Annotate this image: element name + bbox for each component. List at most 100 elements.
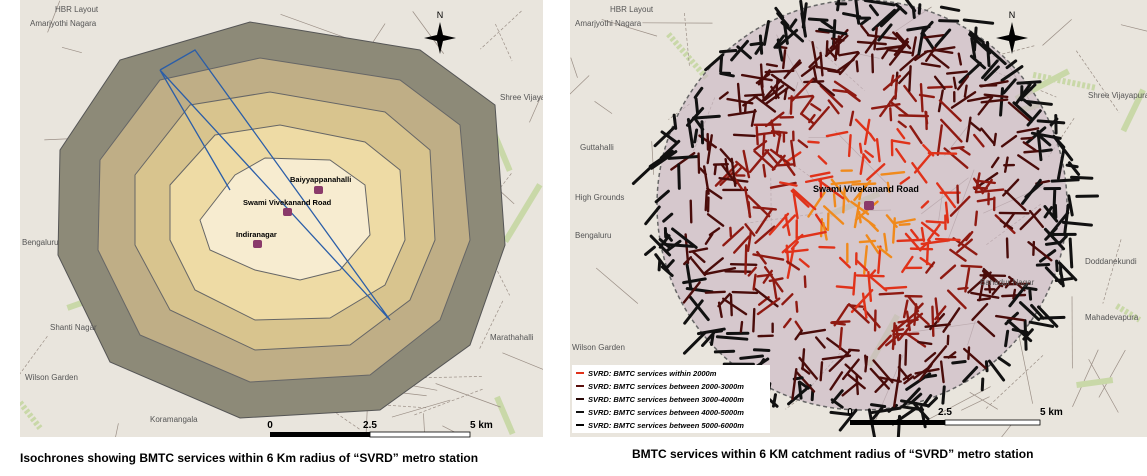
bus-route	[682, 277, 707, 285]
bus-route	[929, 52, 950, 69]
bus-route	[836, 58, 855, 72]
bus-route	[715, 335, 749, 341]
bus-route	[1067, 161, 1081, 176]
place-label: Amarjyothi Nagara	[575, 19, 642, 28]
bus-route	[974, 188, 1005, 194]
bus-route	[672, 113, 678, 130]
street	[20, 336, 48, 375]
bus-route	[958, 146, 971, 156]
bus-route	[732, 133, 756, 138]
station-icon	[864, 201, 874, 210]
north-arrow: N	[424, 10, 456, 54]
bus-route	[977, 95, 994, 116]
bus-route	[907, 295, 920, 310]
bus-route	[763, 84, 785, 101]
bus-route	[1003, 156, 1009, 173]
bus-route	[934, 28, 952, 48]
bus-route	[667, 155, 700, 160]
bus-route	[682, 281, 701, 304]
bus-route	[792, 193, 799, 220]
bus-route	[690, 258, 707, 277]
street	[570, 75, 590, 95]
bus-route	[797, 139, 809, 149]
street	[1042, 19, 1072, 46]
street	[969, 392, 998, 410]
bus-route	[922, 143, 935, 157]
bus-route	[791, 367, 798, 401]
bus-route	[905, 312, 924, 328]
bus-route	[1020, 136, 1034, 140]
bus-route	[1070, 175, 1094, 180]
bus-route	[762, 19, 771, 46]
bus-route	[706, 134, 713, 165]
street	[1115, 303, 1142, 323]
bus-route	[1057, 261, 1078, 282]
bus-route	[905, 372, 932, 391]
bus-route	[1043, 206, 1053, 219]
bus-route	[821, 354, 852, 361]
bus-route	[855, 274, 885, 278]
bus-route	[933, 75, 946, 90]
bus-route	[790, 240, 799, 251]
bus-route	[897, 365, 910, 381]
bus-route	[742, 149, 751, 179]
bus-route	[734, 166, 743, 176]
bus-route	[838, 50, 860, 57]
bus-route	[756, 297, 781, 316]
bus-route	[976, 197, 994, 203]
bus-route	[863, 118, 871, 146]
bus-route	[733, 235, 751, 254]
place-label: Bengaluru	[575, 231, 611, 240]
bus-route	[768, 212, 790, 236]
bus-route	[868, 132, 876, 142]
bus-route	[782, 317, 792, 329]
bus-route	[944, 201, 950, 224]
bus-route	[881, 49, 889, 60]
bus-route	[706, 213, 725, 227]
bus-route	[962, 365, 979, 383]
bus-route	[797, 380, 803, 400]
bus-route	[971, 302, 989, 322]
bus-route	[892, 331, 896, 346]
bus-route	[895, 32, 911, 49]
bus-route	[775, 132, 782, 156]
bus-route	[1007, 101, 1033, 124]
bus-route	[842, 187, 846, 214]
street	[785, 396, 803, 410]
bus-route	[1035, 262, 1051, 267]
street	[1120, 88, 1146, 133]
bus-route	[1012, 101, 1034, 121]
bus-route	[886, 181, 891, 193]
street	[920, 386, 991, 424]
place-label: Koramangala	[150, 415, 198, 424]
bus-route	[917, 340, 933, 346]
bus-route	[756, 250, 767, 265]
bus-route	[901, 255, 914, 274]
bus-route	[863, 0, 896, 7]
scale-label: 0	[847, 407, 853, 418]
bus-route	[782, 49, 787, 70]
bus-route	[1005, 237, 1009, 259]
bus-route	[1021, 178, 1042, 205]
bus-route	[864, 36, 878, 54]
bus-route	[795, 371, 816, 393]
bus-route	[771, 129, 782, 137]
bus-route	[825, 47, 838, 60]
place-label: Shree Vijayapura	[500, 93, 562, 102]
bus-route	[899, 52, 921, 72]
bus-route	[898, 326, 911, 341]
bus-route	[833, 80, 857, 97]
scale-bar	[369, 431, 471, 438]
street	[494, 395, 516, 436]
bus-route	[919, 83, 924, 113]
bus-route	[894, 81, 898, 99]
bus-route	[999, 87, 1004, 117]
bus-route	[713, 163, 718, 176]
bus-route	[809, 171, 831, 178]
bus-route	[795, 300, 799, 313]
scale-label: 5 km	[470, 420, 493, 431]
bus-route	[807, 17, 829, 22]
bus-route	[980, 98, 1009, 104]
bus-route	[859, 153, 865, 176]
bus-route	[749, 41, 764, 47]
